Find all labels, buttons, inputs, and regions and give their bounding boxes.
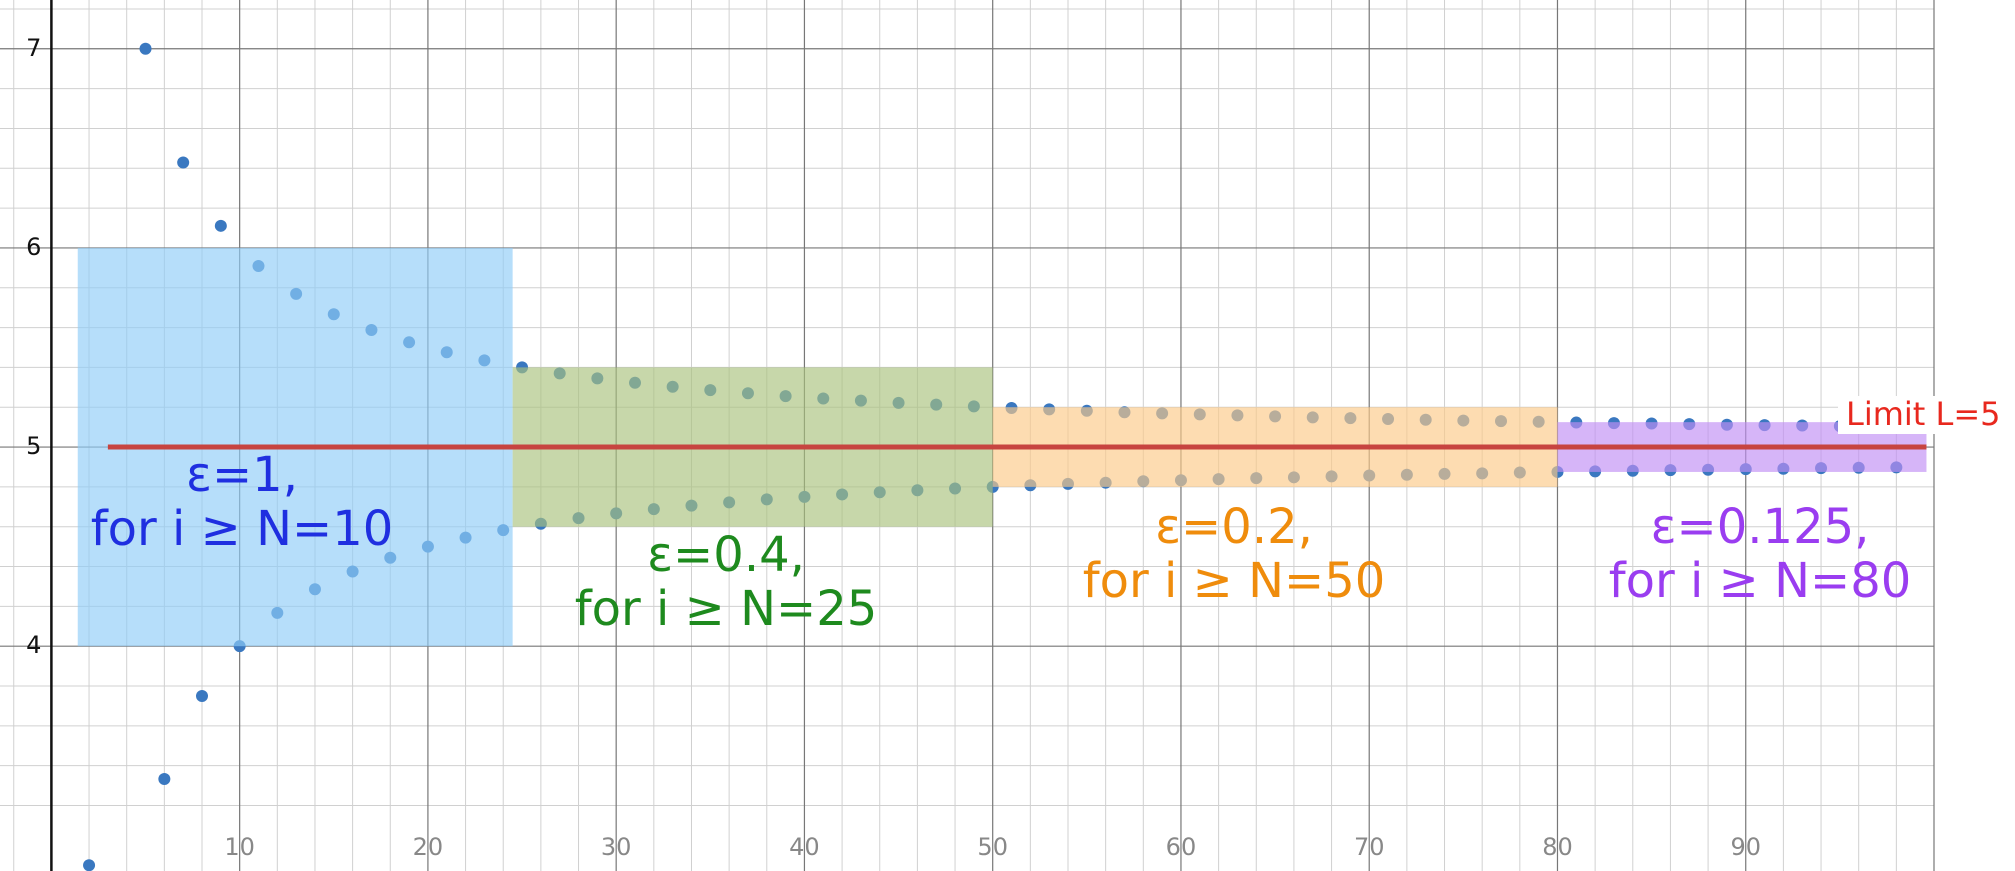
x-tick-label: 20 <box>413 833 444 861</box>
point <box>196 689 209 702</box>
x-tick-label: 60 <box>1166 833 1197 861</box>
limit-label: Limit L=5 <box>1846 395 2001 433</box>
epsilon-label: for i ≥ N=25 <box>575 581 878 637</box>
x-tick-label: 90 <box>1730 833 1761 861</box>
x-tick-label: 50 <box>977 833 1008 861</box>
y-tick-label: 4 <box>26 631 41 659</box>
point <box>83 859 96 871</box>
x-tick-label: 40 <box>789 833 820 861</box>
y-tick-label: 6 <box>26 233 41 261</box>
y-tick-label: 7 <box>26 34 41 62</box>
epsilon-label: ε=0.4, <box>647 527 805 583</box>
epsilon-label: for i ≥ N=10 <box>91 501 394 557</box>
point <box>177 156 190 169</box>
x-tick-label: 10 <box>224 833 255 861</box>
epsilon-label: ε=1, <box>186 447 298 503</box>
epsilon-label: ε=0.125, <box>1651 499 1870 555</box>
epsilon-label: ε=0.2, <box>1155 499 1313 555</box>
point <box>158 773 171 786</box>
y-tick-label: 5 <box>26 432 41 460</box>
epsilon-label: for i ≥ N=50 <box>1083 553 1386 609</box>
x-tick-label: 70 <box>1354 833 1385 861</box>
epsilon-label: for i ≥ N=80 <box>1609 553 1912 609</box>
limit-label-bg <box>1838 396 2015 434</box>
x-tick-label: 80 <box>1542 833 1573 861</box>
point <box>214 219 227 232</box>
point <box>139 42 152 55</box>
x-tick-label: 30 <box>601 833 632 861</box>
